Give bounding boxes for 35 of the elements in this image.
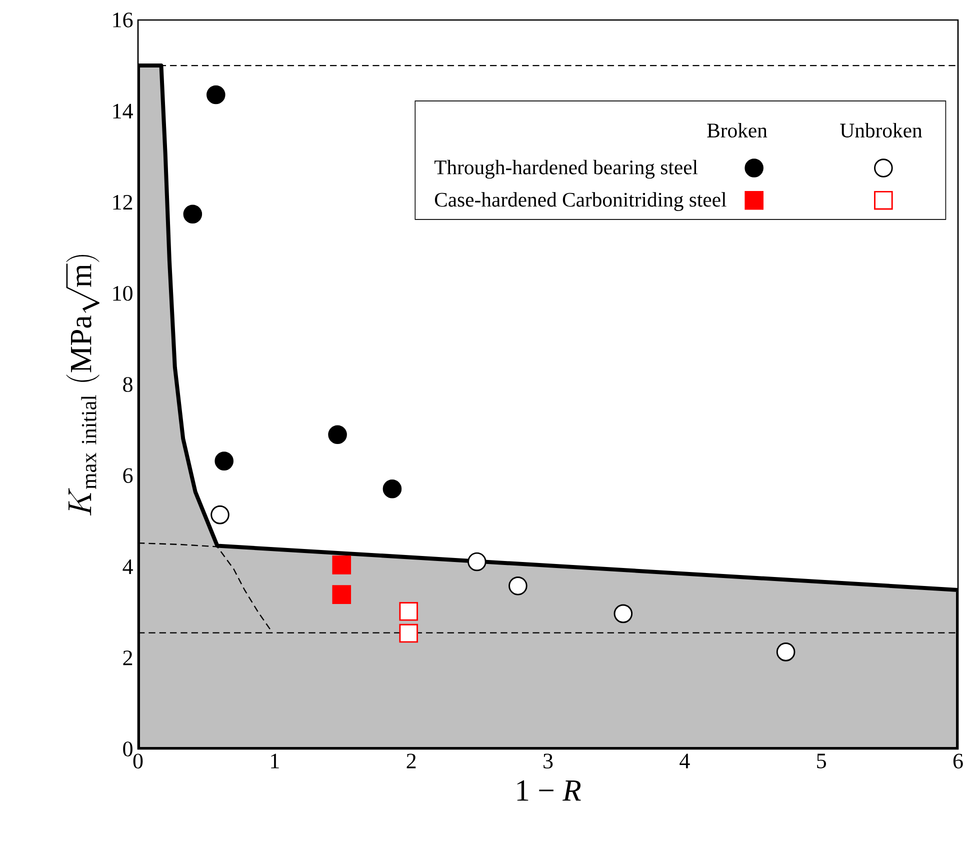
x-tick-label: 5 [817,754,826,768]
annotation: Broken [707,122,768,138]
x-tick-label: 0 [133,754,143,769]
point [183,204,202,224]
y-tick-label: 2 [123,650,132,666]
y-tick-label: 6 [123,468,133,484]
x-tick-label: 2 [406,754,416,768]
x-tick-label: 3 [544,754,553,768]
point [382,479,402,498]
point [614,604,633,624]
point [332,585,352,604]
point [399,602,418,621]
point [399,624,418,643]
x-tick-label: 4 [680,754,690,768]
point [776,642,796,662]
annotation: Unbroken [840,122,922,138]
point [214,452,234,470]
point [332,556,352,574]
point [468,552,486,572]
y-tick-label: 8 [123,377,132,392]
y-tick-label: 10 [113,286,132,301]
point [206,85,226,104]
legend-label: Case-hardened Carbonitriding steel [434,192,726,211]
y-tick-label: 4 [122,560,133,574]
y-tick-label: 16 [113,12,133,28]
point [508,576,528,596]
y-axis-title: $K_{\mathrm{max\ initial}}\;(\mathrm{MPa}\sqrt{\mathrm{m}})$ [66,254,100,516]
y-tick-label: 14 [113,104,133,118]
x-axis-title: 1 − R [517,780,581,801]
x-tick-label: 1 [271,754,279,768]
legend-label: Through-hardened bearing steel [434,160,698,179]
point [328,425,347,444]
x-tick-label: 6 [953,754,963,768]
y-tick-label: 0 [123,742,132,756]
y-tick-label: 12 [113,194,132,210]
